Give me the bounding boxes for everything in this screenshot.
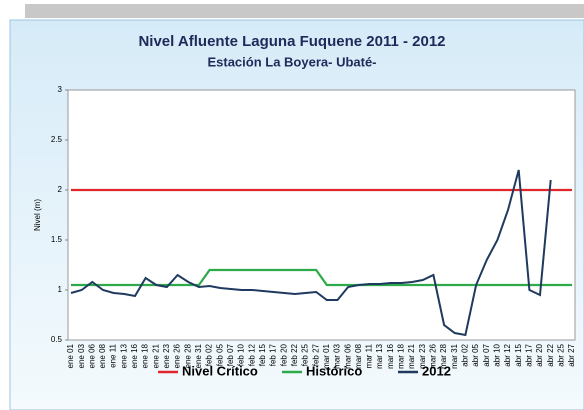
x-tick-label: feb 05 <box>215 343 224 366</box>
x-tick-label: feb 25 <box>301 343 310 366</box>
x-tick-label: mar 13 <box>375 343 384 368</box>
chart-title: Nivel Afluente Laguna Fuquene 2011 - 201… <box>138 33 445 50</box>
x-tick-label: abr 22 <box>546 343 555 366</box>
plot-area <box>67 89 576 341</box>
x-tick-label: feb 17 <box>269 343 278 366</box>
y-tick-label: 2.5 <box>51 135 63 144</box>
y-tick-label: 0.5 <box>51 335 63 344</box>
y-tick-label: 3 <box>58 85 63 94</box>
x-tick-label: feb 22 <box>290 343 299 366</box>
x-tick-label: mar 21 <box>407 343 416 368</box>
x-tick-label: ene 26 <box>173 343 182 368</box>
x-tick-label: feb 15 <box>258 343 267 366</box>
x-tick-label: mar 26 <box>429 343 438 368</box>
x-tick-label: ene 08 <box>98 343 107 368</box>
x-tick-label: ene 28 <box>183 343 192 368</box>
top-bar <box>25 4 584 18</box>
x-tick-label: abr 12 <box>503 343 512 366</box>
x-tick-label: abr 20 <box>535 343 544 366</box>
x-tick-label: feb 12 <box>247 343 256 366</box>
x-tick-label: abr 27 <box>567 343 576 366</box>
x-tick-label: mar 01 <box>322 343 331 368</box>
y-tick-label: 1 <box>58 285 63 294</box>
x-tick-label: feb 10 <box>237 343 246 366</box>
y-axis-label: Nivel (m) <box>33 199 42 231</box>
x-tick-label: ene 31 <box>194 343 203 368</box>
x-tick-label: mar 03 <box>333 343 342 368</box>
x-tick-label: ene 06 <box>87 343 96 368</box>
x-tick-label: abr 07 <box>482 343 491 366</box>
x-tick-label: ene 01 <box>66 343 75 368</box>
x-tick-label: mar 31 <box>450 343 459 368</box>
x-tick-label: ene 03 <box>77 343 86 368</box>
x-tick-label: abr 25 <box>556 343 565 366</box>
x-tick-label: ene 13 <box>119 343 128 368</box>
x-tick-label: abr 15 <box>514 343 523 366</box>
legend-label: Nivel Crítico <box>182 363 258 378</box>
series-line <box>70 169 552 337</box>
x-tick-label: ene 23 <box>162 343 171 368</box>
x-tick-label: mar 08 <box>354 343 363 368</box>
x-tick-label: abr 05 <box>471 343 480 366</box>
x-tick-label: mar 06 <box>343 343 352 368</box>
x-tick-label: abr 17 <box>524 343 533 366</box>
legend-label: Histórico <box>306 363 362 378</box>
x-tick-label: abr 10 <box>492 343 501 366</box>
x-tick-label: feb 02 <box>205 343 214 366</box>
y-tick-label: 2 <box>58 185 63 194</box>
x-tick-label: mar 11 <box>365 343 374 368</box>
x-tick-label: feb 20 <box>279 343 288 366</box>
x-tick-label: mar 18 <box>397 343 406 368</box>
chart-subtitle: Estación La Boyera- Ubaté- <box>207 54 376 69</box>
x-tick-label: abr 02 <box>461 343 470 366</box>
x-tick-label: feb 27 <box>311 343 320 366</box>
x-tick-label: ene 11 <box>109 343 118 367</box>
x-tick-label: ene 16 <box>130 343 139 368</box>
x-tick-label: mar 28 <box>439 343 448 368</box>
legend-label: 2012 <box>422 363 451 378</box>
x-tick-label: mar 16 <box>386 343 395 368</box>
x-tick-label: ene 21 <box>151 343 160 368</box>
x-tick-label: mar 23 <box>418 343 427 368</box>
x-tick-label: ene 18 <box>141 343 150 368</box>
x-tick-label: feb 07 <box>226 343 235 366</box>
y-tick-label: 1.5 <box>51 235 63 244</box>
